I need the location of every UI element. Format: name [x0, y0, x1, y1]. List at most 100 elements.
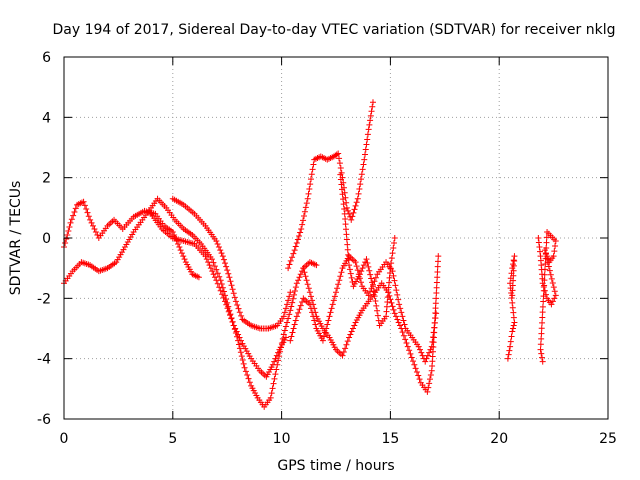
data-point	[427, 371, 434, 378]
data-point	[67, 219, 74, 226]
data-point	[85, 213, 92, 220]
data-point	[424, 388, 431, 395]
data-point	[538, 350, 545, 357]
data-point	[213, 238, 220, 245]
data-point	[408, 354, 415, 361]
data-point	[387, 265, 394, 272]
data-point	[510, 309, 517, 316]
y-tick-label: -2	[37, 291, 51, 307]
data-point	[210, 259, 217, 266]
x-tick-label: 0	[60, 431, 69, 447]
data-point	[294, 236, 301, 243]
data-point	[240, 343, 247, 350]
data-point	[281, 327, 288, 334]
data-point	[236, 334, 243, 341]
data-point	[272, 371, 279, 378]
data-point	[354, 195, 361, 202]
data-point	[206, 262, 213, 269]
data-point	[416, 376, 423, 383]
data-point	[309, 297, 316, 304]
data-point	[288, 303, 295, 310]
data-point	[429, 334, 436, 341]
data-point	[228, 282, 235, 289]
data-point	[124, 239, 131, 246]
data-point	[233, 328, 240, 335]
data-point	[365, 292, 372, 299]
data-point	[404, 343, 411, 350]
data-point	[402, 336, 409, 343]
data-point	[351, 206, 358, 213]
data-point	[425, 384, 432, 391]
data-point	[343, 199, 350, 206]
data-point	[539, 319, 546, 326]
y-tick-label: 2	[42, 171, 51, 187]
data-point	[310, 313, 317, 320]
data-point	[396, 322, 403, 329]
data-point	[406, 347, 413, 354]
data-point	[297, 271, 304, 278]
data-point	[551, 288, 558, 295]
data-point	[509, 304, 516, 311]
data-point	[397, 305, 404, 312]
grid-lines	[64, 57, 608, 419]
data-point	[510, 314, 517, 321]
data-point	[357, 181, 364, 188]
data-point	[119, 249, 126, 256]
data-point	[68, 216, 75, 223]
data-point	[399, 313, 406, 320]
data-point	[241, 364, 248, 371]
data-point	[230, 290, 237, 297]
x-axis-label: GPS time / hours	[277, 458, 394, 474]
data-point	[289, 254, 296, 261]
data-point	[510, 322, 517, 329]
data-point	[220, 294, 227, 301]
data-point	[222, 298, 229, 305]
data-point	[391, 310, 398, 317]
data-point	[291, 291, 298, 298]
series-track-1	[61, 198, 202, 281]
x-tick-label: 5	[168, 431, 177, 447]
data-point	[84, 209, 91, 216]
data-point	[369, 283, 376, 290]
data-point	[539, 358, 546, 365]
data-point	[358, 268, 365, 275]
data-point	[407, 350, 414, 357]
data-point	[350, 209, 357, 216]
data-point	[386, 292, 393, 299]
data-point	[325, 317, 332, 324]
y-tick-label: -6	[37, 412, 51, 428]
data-point	[72, 205, 79, 212]
data-point	[213, 277, 220, 284]
data-point	[355, 190, 362, 197]
data-point	[273, 366, 280, 373]
data-point	[217, 247, 224, 254]
data-point	[114, 256, 121, 263]
data-point	[344, 207, 351, 214]
data-point	[346, 334, 353, 341]
data-point	[275, 349, 282, 356]
data-point	[267, 394, 274, 401]
data-point	[334, 285, 341, 292]
data-point	[549, 279, 556, 286]
x-tick-label: 20	[490, 431, 508, 447]
chart-title: Day 194 of 2017, Sidereal Day-to-day VTE…	[53, 22, 616, 38]
data-point	[336, 155, 343, 162]
data-point	[344, 246, 351, 253]
data-point	[434, 274, 441, 281]
data-point	[307, 176, 314, 183]
data-point	[225, 308, 232, 315]
data-point	[308, 171, 315, 178]
data-point	[370, 288, 377, 295]
data-point	[281, 309, 288, 316]
series-track-8	[337, 171, 398, 329]
data-point	[293, 240, 300, 247]
data-point	[399, 329, 406, 336]
data-point	[228, 315, 235, 322]
data-point	[539, 309, 546, 316]
data-point	[427, 346, 434, 353]
data-point	[123, 241, 130, 248]
data-point	[117, 251, 124, 258]
data-point	[544, 253, 551, 260]
data-point	[88, 219, 95, 226]
data-point	[433, 290, 440, 297]
